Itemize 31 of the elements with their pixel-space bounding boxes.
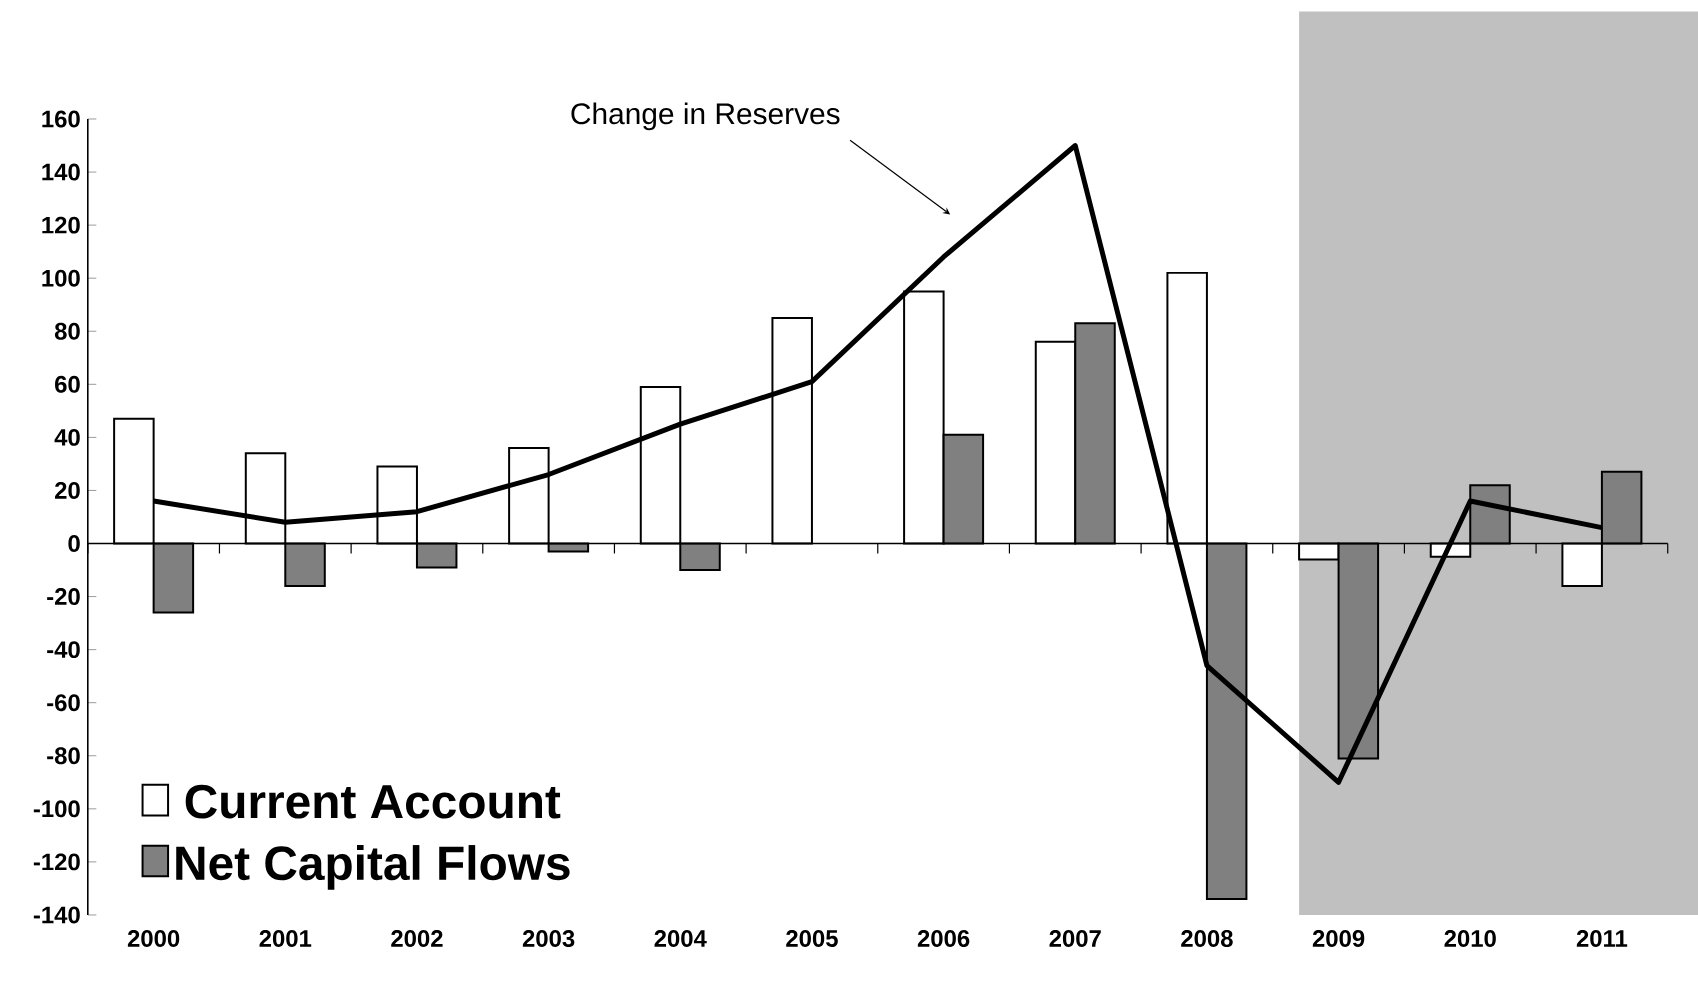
x-tick-label: 2011 <box>1576 930 1628 947</box>
x-tick-label: 2010 <box>1444 930 1496 947</box>
y-tick-label: -140 <box>33 906 80 924</box>
x-tick-label: 2008 <box>1181 930 1233 947</box>
y-tick-label: 0 <box>68 535 80 552</box>
y-tick-label: 140 <box>42 163 80 181</box>
y-tick-label: -100 <box>33 800 80 818</box>
text: Change in Reserves <box>571 102 840 131</box>
y-tick-label: -40 <box>47 641 80 659</box>
y-tick-label: 20 <box>55 482 80 499</box>
legend-label: Net Capital Flows <box>176 845 570 890</box>
y-tick-label: 60 <box>55 375 80 393</box>
x-tick-label: 2001 <box>259 930 312 947</box>
x-tick-label: 2006 <box>917 930 970 947</box>
y-tick-label: -80 <box>47 747 80 765</box>
y-tick-label: 160 <box>42 110 80 128</box>
x-tick-label: 2002 <box>391 930 443 947</box>
y-tick-label: 40 <box>54 428 80 446</box>
x-tick-label: 2005 <box>786 930 838 947</box>
x-tick-label: 2009 <box>1312 930 1365 947</box>
x-tick-label: 2004 <box>654 930 707 947</box>
x-tick-label: 2000 <box>127 930 180 947</box>
x-tick-label: 2007 <box>1049 930 1101 947</box>
y-tick-label: 80 <box>54 322 80 340</box>
y-tick-label: -120 <box>33 853 80 871</box>
legend-label: Current Account <box>185 784 561 819</box>
y-tick-label: -60 <box>47 694 80 712</box>
y-tick-label: 120 <box>42 216 80 234</box>
y-tick-label: 100 <box>42 269 80 287</box>
x-tick-label: 2003 <box>522 930 575 947</box>
y-tick-label: -20 <box>47 588 80 606</box>
